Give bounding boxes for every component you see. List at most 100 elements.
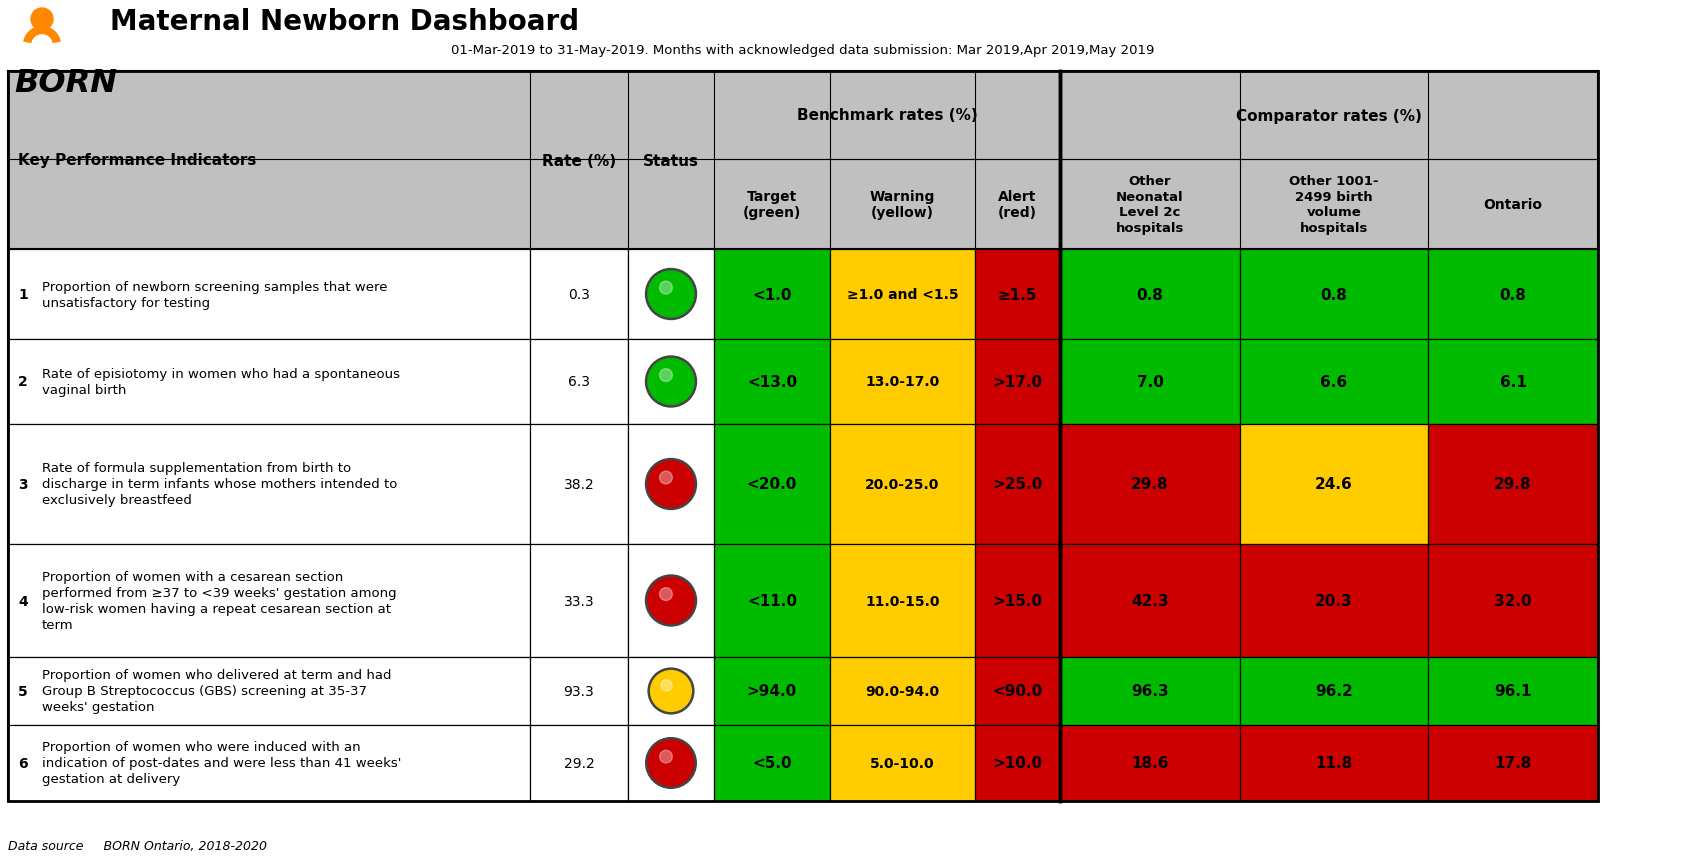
- Bar: [1241, 544, 1428, 657]
- Bar: [8, 544, 530, 657]
- Bar: [1428, 339, 1599, 424]
- Text: 90.0-94.0: 90.0-94.0: [866, 684, 940, 698]
- Circle shape: [645, 459, 697, 510]
- Text: <13.0: <13.0: [746, 375, 797, 389]
- Text: 11.0-15.0: 11.0-15.0: [866, 594, 940, 608]
- Text: Warning
(yellow): Warning (yellow): [869, 189, 935, 220]
- Text: 11.8: 11.8: [1315, 756, 1352, 771]
- Circle shape: [650, 671, 692, 711]
- Bar: [8, 339, 530, 424]
- Text: 5.0-10.0: 5.0-10.0: [871, 756, 935, 770]
- Text: 0.3: 0.3: [569, 288, 589, 301]
- Bar: [976, 657, 1060, 725]
- Text: Comparator rates (%): Comparator rates (%): [1236, 108, 1421, 123]
- Bar: [530, 725, 628, 801]
- Bar: [1060, 72, 1599, 160]
- Text: Ontario: Ontario: [1484, 198, 1543, 212]
- Bar: [830, 250, 976, 339]
- Text: <90.0: <90.0: [993, 684, 1043, 698]
- Text: Maternal Newborn Dashboard: Maternal Newborn Dashboard: [110, 8, 579, 36]
- Bar: [1241, 339, 1428, 424]
- Text: 13.0-17.0: 13.0-17.0: [866, 375, 940, 389]
- Bar: [714, 339, 830, 424]
- Text: 24.6: 24.6: [1315, 477, 1352, 492]
- Text: Status: Status: [643, 153, 699, 168]
- Bar: [1241, 250, 1428, 339]
- Text: >10.0: >10.0: [993, 756, 1043, 771]
- Bar: [714, 725, 830, 801]
- Text: 6.6: 6.6: [1320, 375, 1347, 389]
- Bar: [1060, 544, 1241, 657]
- Circle shape: [660, 369, 672, 382]
- Bar: [830, 725, 976, 801]
- Text: 17.8: 17.8: [1494, 756, 1531, 771]
- Circle shape: [647, 738, 695, 789]
- Bar: [8, 725, 530, 801]
- Bar: [628, 250, 714, 339]
- Text: 29.2: 29.2: [564, 756, 594, 770]
- Bar: [1428, 544, 1599, 657]
- Bar: [8, 250, 530, 339]
- Text: Proportion of newborn screening samples that were
unsatisfactory for testing: Proportion of newborn screening samples …: [42, 280, 388, 309]
- Text: >15.0: >15.0: [993, 593, 1043, 608]
- Text: Rate of formula supplementation from birth to
discharge in term infants whose mo: Rate of formula supplementation from bir…: [42, 462, 397, 507]
- Bar: [530, 339, 628, 424]
- Bar: [714, 250, 830, 339]
- Bar: [1060, 657, 1241, 725]
- Text: 29.8: 29.8: [1494, 477, 1531, 492]
- Text: 93.3: 93.3: [564, 684, 594, 698]
- Text: Other
Neonatal
Level 2c
hospitals: Other Neonatal Level 2c hospitals: [1116, 175, 1185, 234]
- Bar: [1060, 725, 1241, 801]
- Bar: [976, 424, 1060, 544]
- Circle shape: [660, 588, 672, 601]
- Text: 2: 2: [19, 375, 27, 389]
- Text: >94.0: >94.0: [746, 684, 797, 698]
- Bar: [628, 424, 714, 544]
- Text: 29.8: 29.8: [1131, 477, 1168, 492]
- Text: >25.0: >25.0: [993, 477, 1043, 492]
- Bar: [628, 657, 714, 725]
- Text: 0.8: 0.8: [1136, 288, 1163, 302]
- Bar: [830, 657, 976, 725]
- Bar: [976, 725, 1060, 801]
- Bar: [1428, 250, 1599, 339]
- Circle shape: [645, 356, 697, 407]
- Circle shape: [648, 668, 694, 714]
- Text: Rate (%): Rate (%): [542, 153, 616, 168]
- Text: Benchmark rates (%): Benchmark rates (%): [797, 108, 977, 123]
- Text: Other 1001-
2499 birth
volume
hospitals: Other 1001- 2499 birth volume hospitals: [1290, 175, 1379, 234]
- Bar: [530, 657, 628, 725]
- Bar: [8, 72, 1599, 801]
- Bar: [8, 657, 530, 725]
- Bar: [714, 544, 830, 657]
- Text: Data source     BORN Ontario, 2018-2020: Data source BORN Ontario, 2018-2020: [8, 839, 267, 852]
- Text: Target
(green): Target (green): [743, 189, 802, 220]
- Circle shape: [645, 575, 697, 626]
- Text: Key Performance Indicators: Key Performance Indicators: [19, 153, 257, 168]
- Bar: [1060, 250, 1241, 339]
- Circle shape: [30, 9, 52, 31]
- Circle shape: [660, 680, 672, 691]
- Text: 32.0: 32.0: [1494, 593, 1531, 608]
- Text: 0.8: 0.8: [1320, 288, 1347, 302]
- Bar: [1428, 424, 1599, 544]
- Bar: [530, 424, 628, 544]
- Bar: [628, 544, 714, 657]
- Text: <20.0: <20.0: [746, 477, 797, 492]
- Bar: [628, 250, 714, 339]
- Bar: [830, 544, 976, 657]
- Text: 96.2: 96.2: [1315, 684, 1352, 698]
- Bar: [628, 725, 714, 801]
- Text: Proportion of women who delivered at term and had
Group B Streptococcus (GBS) sc: Proportion of women who delivered at ter…: [42, 669, 392, 714]
- Text: >17.0: >17.0: [993, 375, 1043, 389]
- Text: 20.0-25.0: 20.0-25.0: [866, 478, 940, 492]
- Text: ≥1.5: ≥1.5: [998, 288, 1036, 302]
- Text: 6: 6: [19, 756, 27, 770]
- Text: 7.0: 7.0: [1136, 375, 1163, 389]
- Circle shape: [648, 461, 694, 507]
- Bar: [8, 424, 530, 544]
- Text: 33.3: 33.3: [564, 594, 594, 608]
- Circle shape: [660, 472, 672, 485]
- Bar: [8, 72, 1060, 160]
- Circle shape: [648, 359, 694, 405]
